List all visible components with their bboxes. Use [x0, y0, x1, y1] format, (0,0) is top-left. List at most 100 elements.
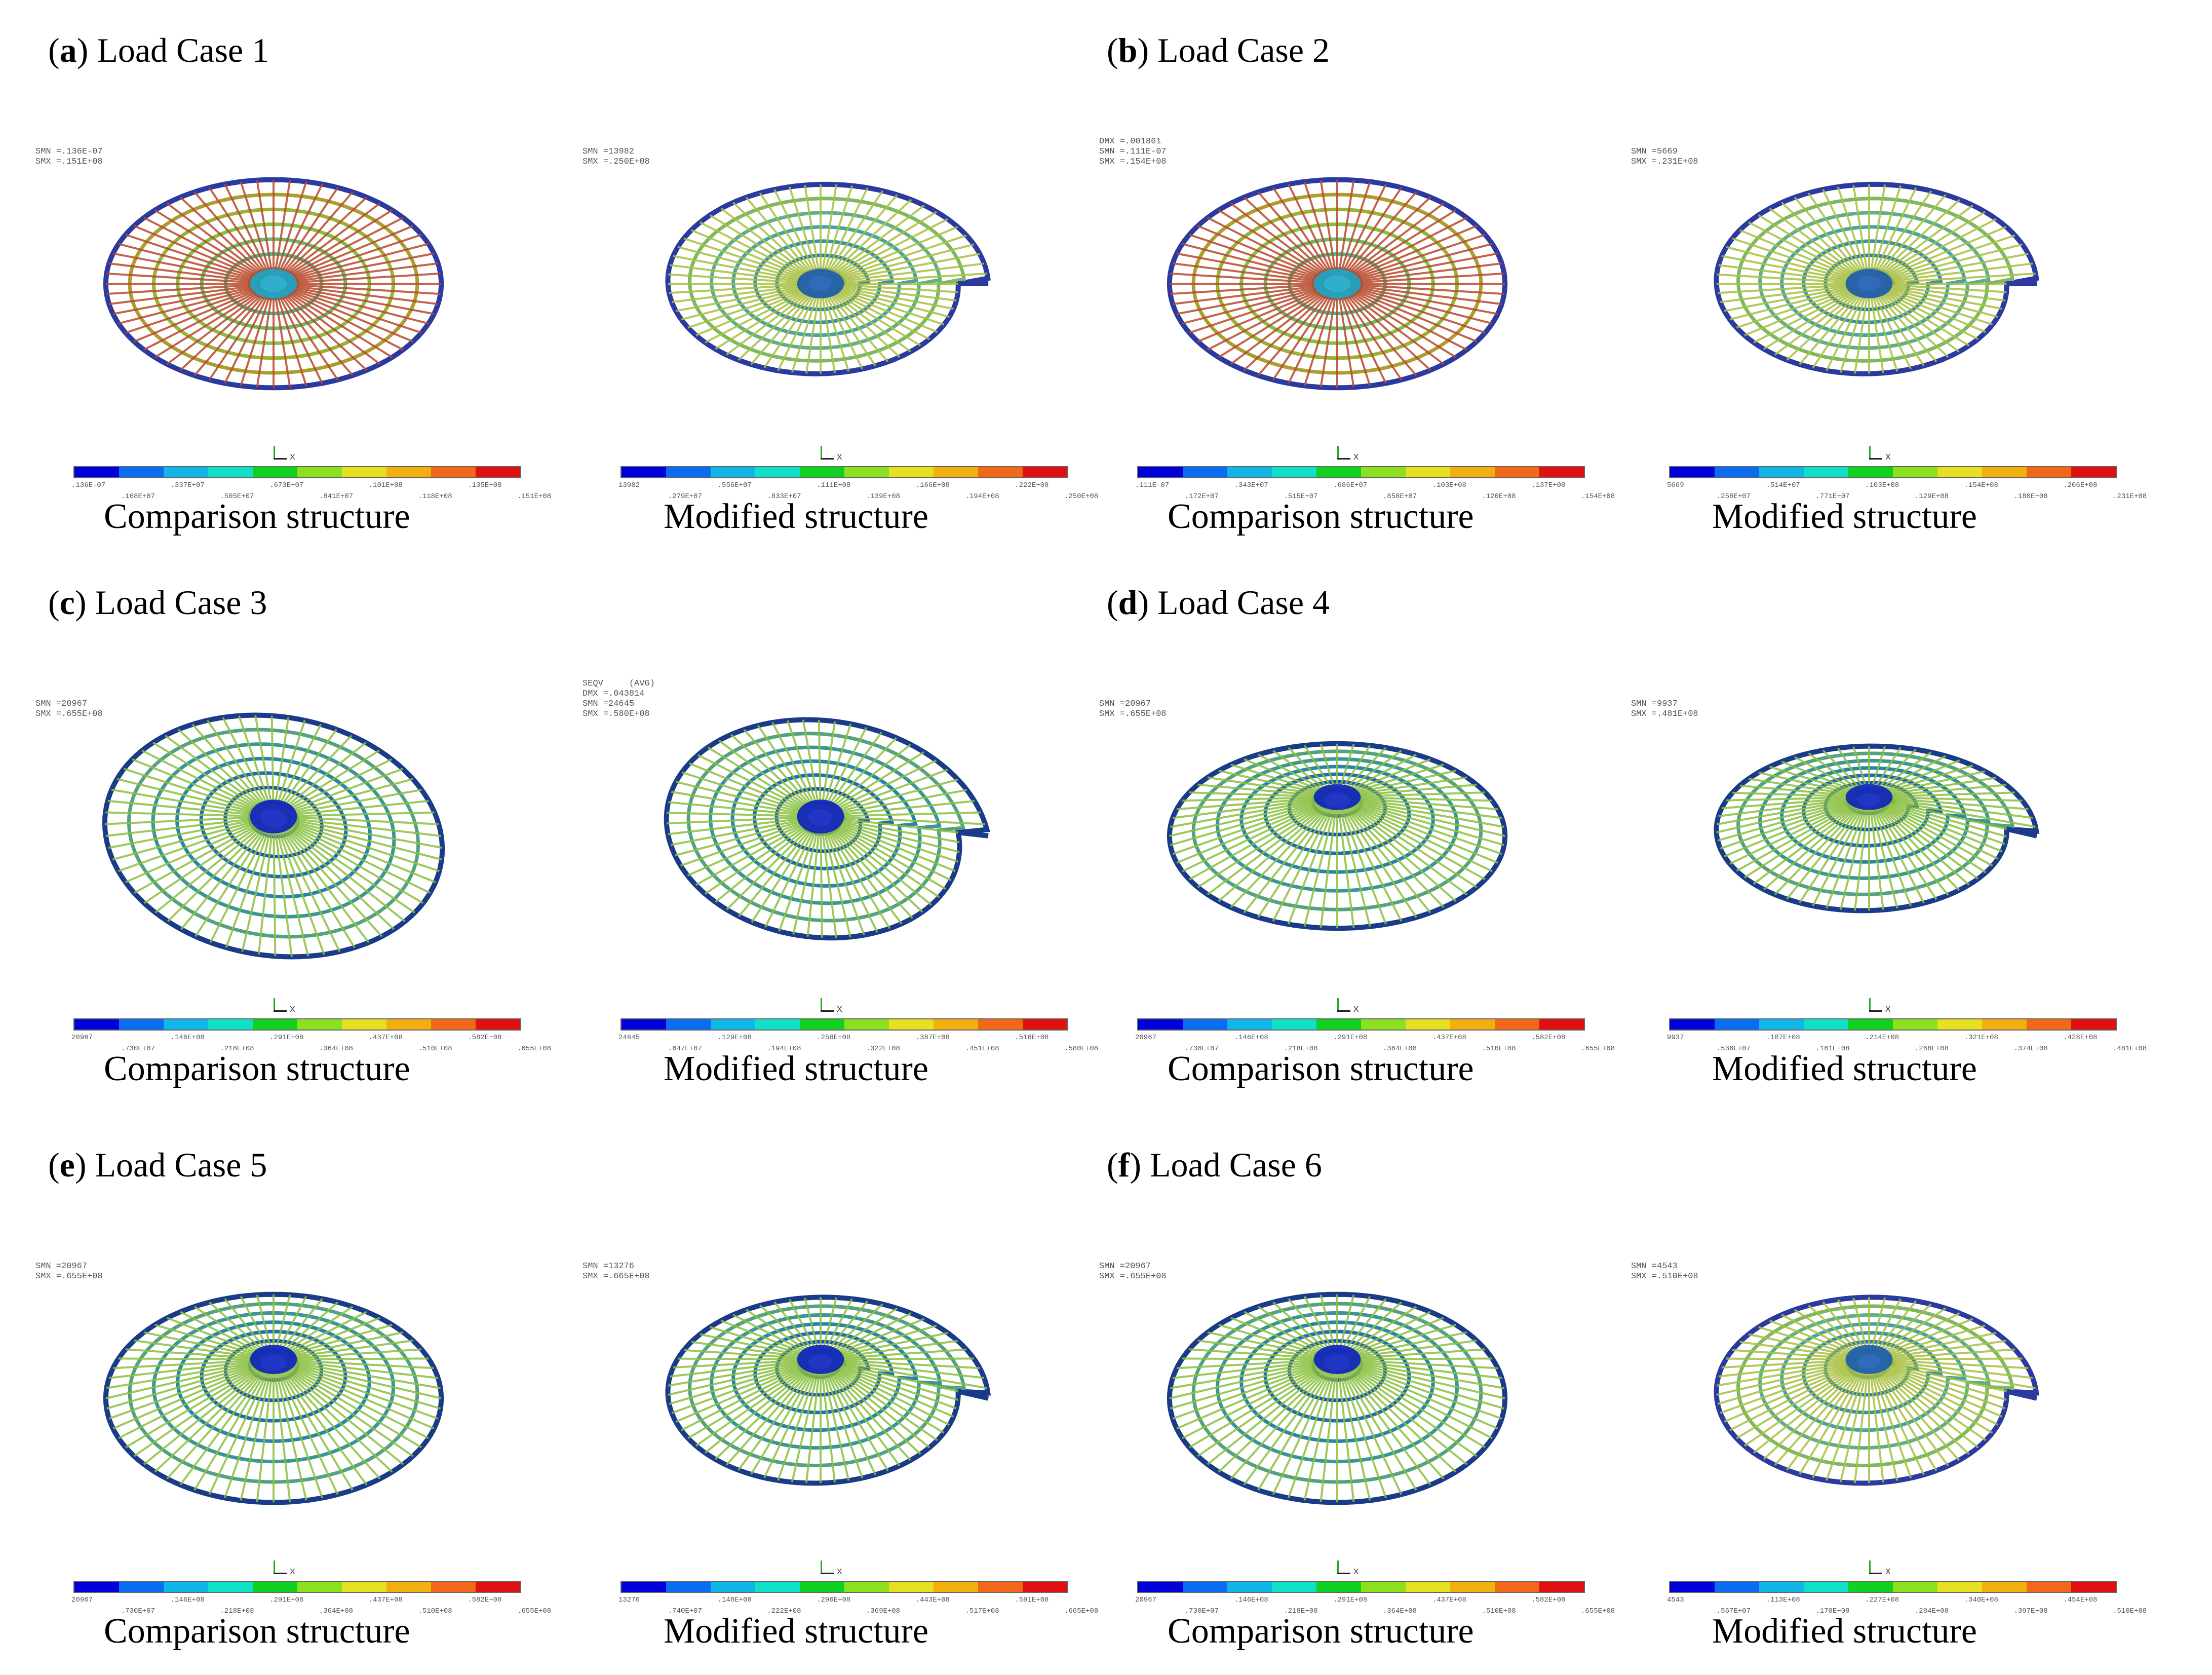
legend-bar — [1669, 466, 2117, 478]
radial-beam — [1346, 288, 1457, 358]
radial-beam — [681, 771, 810, 814]
radial-beam — [270, 715, 275, 809]
radial-beam — [764, 825, 818, 928]
legend-value: .437E+08 — [368, 1034, 403, 1042]
stress-readout: SMN =13276 SMX =.665E+08 — [583, 1262, 650, 1281]
shell-model — [103, 177, 444, 391]
radial-beam — [280, 196, 368, 278]
radial-beam — [777, 290, 819, 371]
radial-beam — [670, 818, 809, 846]
radial-beam — [193, 1306, 268, 1356]
case-name: Load Case 4 — [1157, 583, 1330, 622]
radial-beam — [1881, 796, 2023, 802]
radial-beam — [106, 272, 260, 284]
legend-swatch — [622, 1582, 666, 1592]
radial-beam — [1188, 803, 1326, 881]
radial-beam — [824, 289, 876, 367]
legend-swatch — [297, 467, 342, 477]
radial-beam — [222, 717, 270, 809]
radial-beam — [1339, 807, 1371, 927]
radial-beam — [680, 819, 810, 867]
radial-beam — [166, 1368, 266, 1480]
radial-beam — [827, 1312, 912, 1357]
radial-beam — [1882, 272, 2036, 284]
legend-value: .580E+08 — [1064, 1045, 1099, 1053]
radial-beam — [1875, 1366, 1960, 1461]
case-tag: d — [1118, 583, 1138, 622]
radial-beam — [828, 204, 925, 279]
radial-beam — [277, 1298, 323, 1355]
legend-swatch — [1316, 1582, 1361, 1592]
radial-beam — [1230, 805, 1330, 908]
hub — [1313, 784, 1361, 810]
radial-beam — [1879, 285, 1998, 318]
radial-beam — [1230, 1368, 1330, 1480]
legend-swatch — [1406, 1019, 1450, 1030]
radial-beam — [278, 729, 338, 810]
legend-swatch — [1937, 467, 1982, 477]
legend-swatch — [1893, 1582, 1937, 1592]
radial-beam — [1786, 805, 1864, 900]
radial-beam — [281, 289, 381, 365]
shell-model — [1167, 741, 1508, 931]
radial-beam — [1288, 1370, 1335, 1499]
radial-beam — [287, 817, 442, 837]
radial-beam — [1720, 284, 1857, 303]
legend-value: .113E+08 — [1766, 1596, 1800, 1604]
legend-swatch — [1227, 1582, 1272, 1592]
radial-beam — [1272, 750, 1333, 794]
legend-swatch — [1138, 1019, 1183, 1030]
stress-readout: DMX =.001861 SMN =.111E-07 SMX =.154E+08 — [1099, 137, 1167, 167]
axis-x-label: X — [837, 1568, 842, 1576]
radial-beam — [1873, 1367, 1937, 1471]
legend-value: .170E+08 — [1815, 1607, 1850, 1615]
axis-y — [1337, 446, 1339, 459]
radial-beam — [107, 800, 260, 817]
legend-value: .206E+08 — [2063, 481, 2098, 489]
radial-beam — [831, 1361, 958, 1401]
radial-beam — [691, 229, 811, 281]
radial-beam — [1347, 1366, 1478, 1457]
legend-swatch — [978, 1019, 1023, 1030]
radial-beam — [284, 287, 414, 342]
radial-beam — [832, 789, 967, 816]
legend-value: .258E+07 — [1716, 492, 1751, 501]
radial-beam — [1170, 798, 1324, 828]
legend-value: .514E+07 — [1766, 481, 1800, 489]
radial-beam — [833, 816, 986, 825]
radial-beam — [1763, 804, 1861, 891]
legend-swatch — [253, 1019, 297, 1030]
axis-x-label: X — [290, 1568, 295, 1576]
axis-x-label: X — [1885, 1005, 1891, 1014]
radial-beam — [1197, 1339, 1327, 1359]
radial-beam — [1342, 806, 1417, 918]
radial-beam — [1774, 804, 1862, 896]
radial-beam — [828, 751, 925, 813]
radial-beam — [700, 1333, 811, 1359]
radial-beam — [287, 1360, 441, 1389]
radial-beam — [831, 1340, 958, 1359]
radial-beam — [1170, 1362, 1325, 1410]
radial-beam — [1753, 1366, 1861, 1454]
radial-beam — [745, 1309, 816, 1356]
radial-beam — [829, 286, 938, 333]
radial-beam — [1736, 286, 1859, 329]
radial-beam — [179, 290, 267, 371]
radial-beam — [224, 183, 271, 277]
radial-beam — [286, 811, 435, 817]
radial-beam — [831, 819, 958, 863]
radial-beam — [1337, 1295, 1355, 1355]
legend-value: 4543 — [1667, 1596, 1684, 1604]
stress-readout: SMN =20967 SMX =.655E+08 — [1099, 1262, 1167, 1281]
radial-beam — [154, 1323, 264, 1358]
radial-beam — [1343, 753, 1417, 795]
radial-beam — [1218, 805, 1329, 902]
legend-value: .218E+08 — [220, 1045, 254, 1053]
radial-beam — [1197, 287, 1327, 342]
radial-beam — [1230, 202, 1330, 278]
radial-beam — [284, 1366, 414, 1457]
radial-beam — [787, 720, 819, 810]
axis-x — [1337, 1010, 1350, 1012]
legend-value: .151E+08 — [517, 492, 552, 501]
radial-beam — [1853, 806, 1869, 911]
